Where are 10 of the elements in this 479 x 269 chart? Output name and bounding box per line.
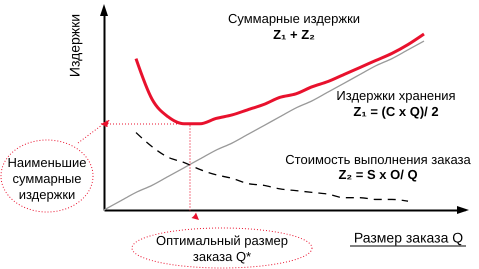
y-axis-title: Издержки <box>66 14 82 78</box>
series-label: Стоимость выполнения заказа <box>285 152 472 167</box>
annotation: Z₁ = (C x Q)/ 2 <box>353 104 439 119</box>
series-label: Издержки хранения <box>336 88 456 103</box>
annotation: Z₂ = S x O/ Q <box>338 167 418 182</box>
x-axis-title: Размер заказа Q <box>354 230 464 246</box>
text: Наименьшие суммарные издержки <box>8 155 86 202</box>
text: Суммарные издержки <box>228 11 360 26</box>
text: Оптимальный размер заказа Q* <box>156 233 288 264</box>
annotation: Z₁ + Z₂ <box>273 27 316 42</box>
